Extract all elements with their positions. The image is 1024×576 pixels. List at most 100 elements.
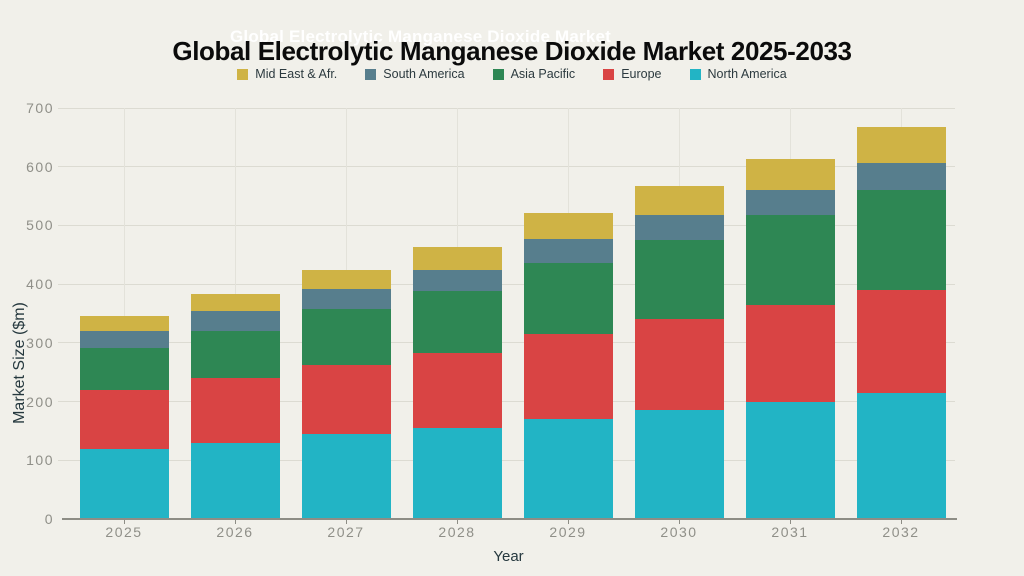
legend-swatch-icon [492, 68, 504, 80]
bar-segment-north-america-2029 [523, 419, 613, 519]
y-tick-label-400: 400 [26, 276, 54, 293]
bar-segment-north-america-2031 [745, 401, 835, 519]
legend-item-south-america: South America [365, 67, 465, 81]
bar-segment-north-america-2030 [634, 410, 724, 519]
bar-segment-asia-pacific-2031 [745, 215, 835, 305]
stacked-bar-chart [58, 107, 957, 524]
x-tick-label-2032: 2032 [882, 524, 920, 540]
bar-segment-mid-east-afr-2027 [301, 269, 391, 290]
x-tick-2030 [678, 520, 680, 524]
bar-segment-mid-east-afr-2028 [412, 246, 502, 270]
gridline-y-700 [58, 107, 955, 109]
legend-item-europe: Europe [603, 67, 662, 81]
x-tick-2027 [345, 520, 347, 524]
bar-segment-north-america-2028 [412, 428, 502, 519]
x-tick-2028 [456, 520, 458, 524]
legend-swatch-icon [689, 68, 701, 80]
bar-segment-mid-east-afr-2031 [745, 158, 835, 191]
bar-segment-asia-pacific-2027 [301, 309, 391, 365]
y-tick-label-0: 0 [44, 511, 54, 527]
bar-segment-europe-2027 [301, 364, 391, 434]
bar-segment-south-america-2030 [634, 215, 724, 240]
bar-segment-south-america-2032 [856, 162, 946, 190]
gridline-y-500 [58, 224, 955, 226]
bar-segment-europe-2028 [412, 352, 502, 428]
x-tick-label-2027: 2027 [327, 524, 365, 540]
gridline-y-600 [58, 166, 955, 168]
legend-swatch-icon [365, 68, 377, 80]
chart-legend: Mid East & Afr. South America Asia Pacific… [0, 67, 1024, 81]
x-tick-2025 [123, 520, 125, 524]
x-tick-2031 [789, 520, 791, 524]
x-tick-label-2030: 2030 [660, 524, 698, 540]
bar-segment-europe-2029 [523, 334, 613, 420]
y-tick-label-200: 200 [26, 393, 54, 410]
x-axis-title: Year [493, 548, 524, 565]
x-tick-2032 [900, 520, 902, 524]
x-axis-tick-labels: 2025 2026 2027 2028 2029 2030 2031 2032 [62, 524, 955, 544]
gridline-y-400 [58, 283, 955, 285]
legend-label: North America [707, 67, 787, 81]
bar-2029 [523, 212, 613, 519]
bar-segment-asia-pacific-2030 [634, 239, 724, 320]
bar-segment-asia-pacific-2025 [79, 347, 169, 390]
bar-segment-south-america-2028 [412, 269, 502, 291]
gridline-y-300 [58, 342, 955, 344]
bar-segment-south-america-2027 [301, 289, 391, 310]
bar-segment-north-america-2025 [79, 448, 169, 519]
y-tick-label-700: 700 [26, 100, 54, 116]
bar-segment-europe-2025 [79, 389, 169, 449]
y-axis-tick-labels: 0 100 200 300 400 500 600 700 [0, 100, 54, 527]
x-tick-2026 [234, 520, 236, 524]
bar-segment-europe-2026 [190, 378, 280, 443]
legend-label: South America [383, 67, 465, 81]
x-tick-2029 [567, 520, 569, 524]
bar-segment-mid-east-afr-2025 [79, 316, 169, 332]
bar-segment-north-america-2032 [856, 392, 946, 519]
legend-swatch-icon [237, 68, 249, 80]
x-tick-label-2028: 2028 [438, 524, 476, 540]
legend-item-asia-pacific: Asia Pacific [492, 67, 576, 81]
bar-2031 [745, 158, 835, 519]
bar-segment-mid-east-afr-2032 [856, 126, 946, 163]
bar-segment-asia-pacific-2028 [412, 290, 502, 353]
bar-segment-europe-2030 [634, 319, 724, 411]
gridline-x-2025 [123, 108, 125, 519]
bar-segment-mid-east-afr-2026 [190, 294, 280, 312]
y-tick-label-600: 600 [26, 158, 54, 175]
bar-2025 [79, 316, 169, 519]
x-tick-label-2031: 2031 [771, 524, 809, 540]
bar-2030 [634, 186, 724, 519]
bar-segment-europe-2032 [856, 290, 946, 393]
bar-segment-asia-pacific-2029 [523, 263, 613, 335]
gridline-y-100 [58, 459, 955, 461]
legend-item-mid-east-afr: Mid East & Afr. [237, 67, 337, 81]
bar-segment-south-america-2029 [523, 238, 613, 264]
legend-label: Asia Pacific [510, 67, 576, 81]
bar-segment-south-america-2025 [79, 331, 169, 348]
legend-item-north-america: North America [689, 67, 787, 81]
x-tick-label-2025: 2025 [105, 524, 143, 540]
chart-embedded-title: Global Electrolytic Manganese Dioxide Ma… [230, 27, 612, 46]
page-title: Global Electrolytic Manganese Dioxide Ma… [172, 36, 852, 66]
bar-segment-mid-east-afr-2029 [523, 212, 613, 239]
bar-2026 [190, 294, 280, 519]
bar-segment-south-america-2031 [745, 190, 835, 216]
bar-segment-asia-pacific-2032 [856, 189, 946, 291]
x-tick-label-2026: 2026 [216, 524, 254, 540]
bar-segment-north-america-2027 [301, 433, 391, 519]
bar-segment-asia-pacific-2026 [190, 330, 280, 379]
bar-2027 [301, 269, 391, 519]
y-tick-label-500: 500 [26, 217, 54, 234]
bar-2032 [856, 126, 946, 519]
bar-segment-north-america-2026 [190, 442, 280, 519]
bar-segment-mid-east-afr-2030 [634, 186, 724, 216]
y-tick-label-300: 300 [26, 334, 54, 351]
legend-label: Europe [621, 67, 662, 81]
x-tick-label-2029: 2029 [549, 524, 587, 540]
bar-segment-south-america-2026 [190, 311, 280, 331]
bar-2028 [412, 246, 502, 519]
legend-swatch-icon [603, 68, 615, 80]
y-tick-label-100: 100 [26, 452, 54, 469]
